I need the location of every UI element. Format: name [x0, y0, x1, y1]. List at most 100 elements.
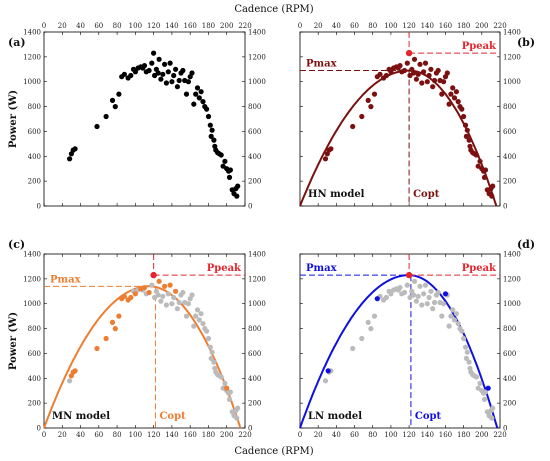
data-point	[411, 56, 418, 62]
data-point	[185, 301, 191, 307]
data-point	[397, 63, 403, 69]
data-point	[226, 396, 233, 402]
data-point	[411, 278, 418, 284]
data-point	[156, 56, 162, 62]
ppeak-label: Ppeak	[462, 41, 497, 52]
data-point	[374, 296, 380, 302]
x-tick-label: 220	[493, 431, 506, 439]
data-point	[132, 291, 138, 297]
data-point	[430, 306, 436, 312]
y-tick-label: 1400	[248, 251, 266, 259]
plot-frame	[299, 253, 501, 429]
data-point	[227, 167, 233, 173]
data-point	[404, 282, 410, 288]
data-point	[411, 70, 417, 76]
data-point	[208, 133, 214, 139]
x-tick-label: 80	[368, 431, 377, 439]
data-point	[383, 294, 389, 301]
data-point	[413, 298, 419, 304]
x-tick-label: 20	[314, 431, 323, 439]
data-point	[444, 70, 450, 76]
panel-label: (d)	[517, 238, 535, 251]
data-point	[383, 72, 389, 79]
x-tick-label: 200	[220, 431, 233, 439]
x-tick-label: 220	[493, 22, 506, 30]
y-tick-label: 400	[248, 153, 261, 161]
data-point	[150, 271, 157, 279]
x-tick-label: 80	[113, 22, 122, 30]
data-point	[428, 288, 434, 294]
data-point	[439, 313, 445, 319]
data-point	[149, 282, 155, 288]
bottom-axis-label: Cadence (RPM)	[234, 446, 313, 457]
data-point	[226, 174, 233, 180]
data-point	[174, 84, 180, 90]
y-tick-label: 600	[248, 128, 261, 136]
y-tick-label: 1400	[23, 251, 41, 259]
y-tick-label: 1200	[248, 53, 266, 61]
data-point	[162, 61, 168, 67]
y-tick-label: 200	[248, 178, 261, 186]
data-point	[167, 282, 173, 288]
y-tick-label: 1000	[23, 78, 41, 86]
data-point	[421, 291, 427, 297]
data-point	[439, 91, 445, 97]
data-point	[205, 335, 212, 342]
y-tick-label: 1200	[23, 275, 41, 283]
data-point	[227, 389, 233, 395]
data-point	[163, 80, 169, 86]
x-tick-label: 0	[42, 431, 46, 439]
data-point	[169, 79, 175, 85]
data-point	[464, 127, 470, 133]
x-tick-label: 160	[183, 22, 196, 30]
data-point	[422, 282, 429, 288]
data-point	[490, 405, 496, 411]
y-tick-label: 1200	[23, 53, 41, 61]
data-point	[401, 67, 408, 74]
y-tick-label: 1000	[503, 78, 521, 86]
y-tick-label: 800	[28, 325, 41, 333]
data-point	[451, 95, 458, 101]
data-point	[194, 307, 201, 313]
data-point	[481, 174, 488, 180]
data-point	[158, 76, 164, 82]
data-point	[112, 104, 118, 110]
data-point	[441, 301, 447, 307]
data-point	[224, 385, 230, 391]
data-point	[322, 378, 329, 384]
data-point	[473, 152, 479, 158]
y-tick-label: 1200	[503, 275, 521, 283]
x-tick-label: 220	[238, 431, 251, 439]
data-point	[94, 123, 100, 130]
x-tick-label: 120	[402, 22, 415, 30]
data-point	[165, 69, 171, 75]
data-point	[194, 85, 201, 91]
data-point	[371, 91, 378, 97]
data-point	[365, 319, 371, 325]
x-tick-label: 100	[129, 22, 142, 30]
data-point	[163, 302, 169, 308]
x-tick-label: 120	[402, 431, 415, 439]
x-tick-label: 60	[350, 431, 359, 439]
data-point	[371, 313, 378, 319]
data-point	[162, 283, 168, 289]
data-point	[461, 113, 467, 120]
data-point	[405, 271, 413, 279]
data-point	[388, 69, 394, 75]
data-point	[176, 299, 182, 306]
data-point	[211, 137, 217, 143]
data-point	[193, 313, 199, 319]
x-tick-label: 40	[76, 431, 85, 439]
ppeak-label: Ppeak	[207, 263, 242, 274]
data-point	[482, 167, 489, 173]
data-point	[455, 99, 461, 105]
data-point	[180, 67, 186, 74]
data-point	[450, 307, 456, 313]
data-point	[397, 285, 403, 291]
data-point	[109, 319, 116, 325]
data-point	[430, 84, 436, 90]
x-tick-label: 40	[76, 22, 85, 30]
data-point	[207, 122, 213, 128]
x-tick-label: 180	[202, 431, 215, 439]
data-point	[426, 294, 432, 301]
